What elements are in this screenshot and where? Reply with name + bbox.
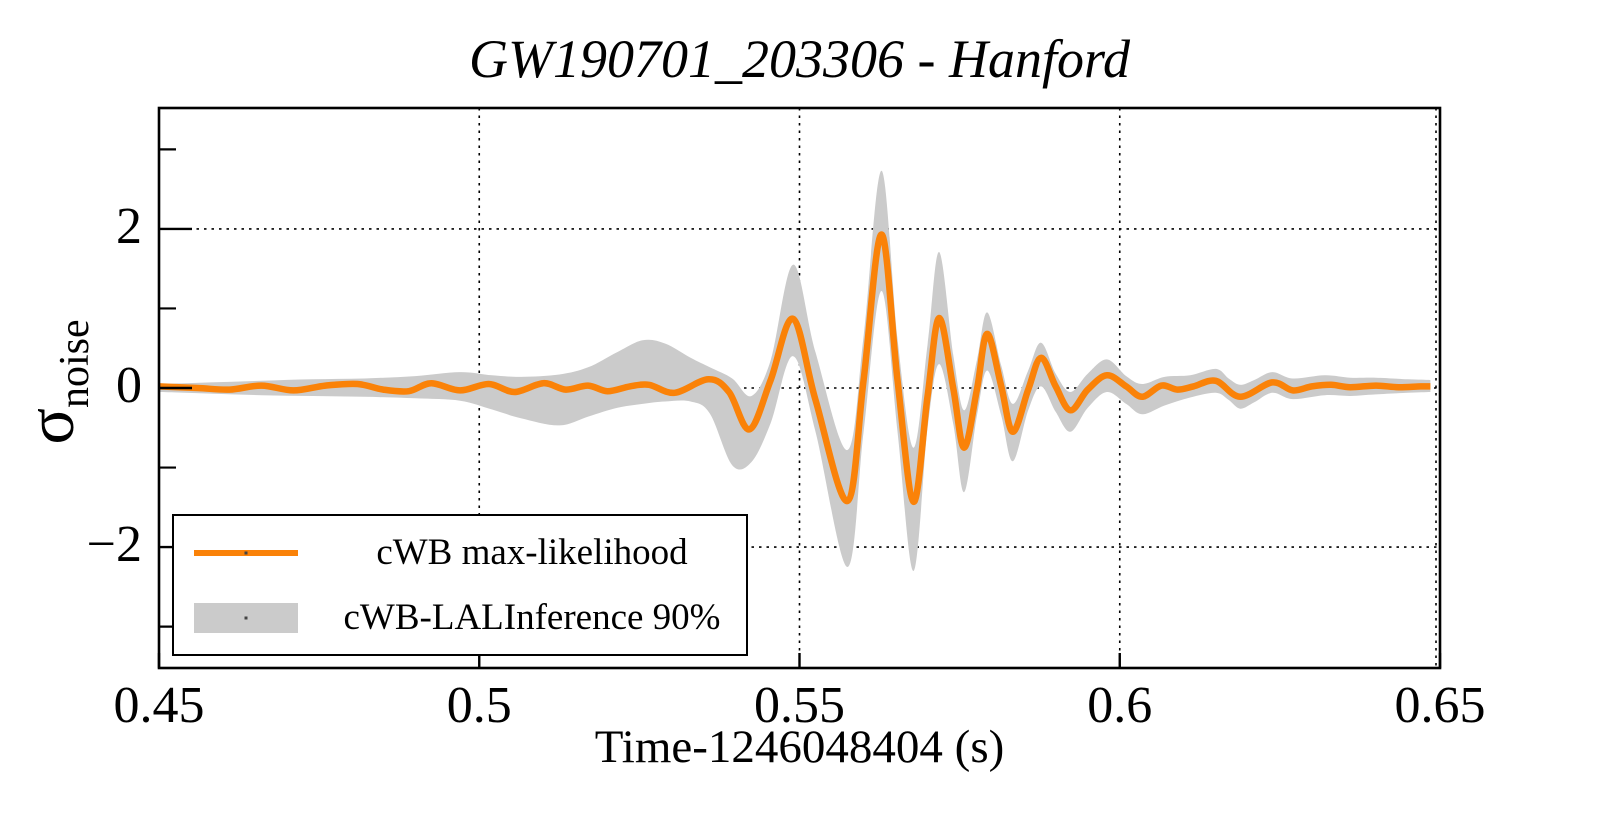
chart-title: GW190701_203306 - Hanford (469, 29, 1130, 89)
legend-marker-dot (244, 551, 248, 554)
x-tick-label: 0.55 (754, 677, 845, 734)
legend-line-swatch (194, 549, 298, 556)
x-tick-label: 0.45 (113, 677, 205, 734)
legend-label-band: cWB-LALInference 90% (343, 597, 721, 638)
legend-entry-band: cWB-LALInference 90% (174, 596, 746, 639)
x-tick-label: 0.6 (1087, 677, 1153, 734)
legend-label-waveform: cWB max-likelihood (376, 532, 688, 573)
legend-band-swatch (194, 602, 298, 633)
confidence-band (159, 170, 1431, 572)
plot-border (157, 106, 1442, 670)
legend-marker-dot (244, 616, 248, 619)
y-tick-label: 2 (116, 198, 142, 256)
x-axis-label: Time-1246048404 (s) (594, 721, 1005, 773)
legend: cWB max-likelihood cWB-LALInference 90% (172, 514, 748, 656)
x-tick-label: 0.5 (446, 677, 512, 734)
legend-entry-waveform: cWB max-likelihood (174, 531, 746, 574)
y-tick-label: 0 (116, 357, 142, 415)
legend-swatch-cell (174, 549, 318, 556)
x-tick-label: 0.65 (1394, 677, 1486, 734)
legend-swatch-cell (174, 602, 318, 633)
waveform-line (158, 231, 1431, 506)
y-tick-label: −2 (86, 516, 142, 574)
